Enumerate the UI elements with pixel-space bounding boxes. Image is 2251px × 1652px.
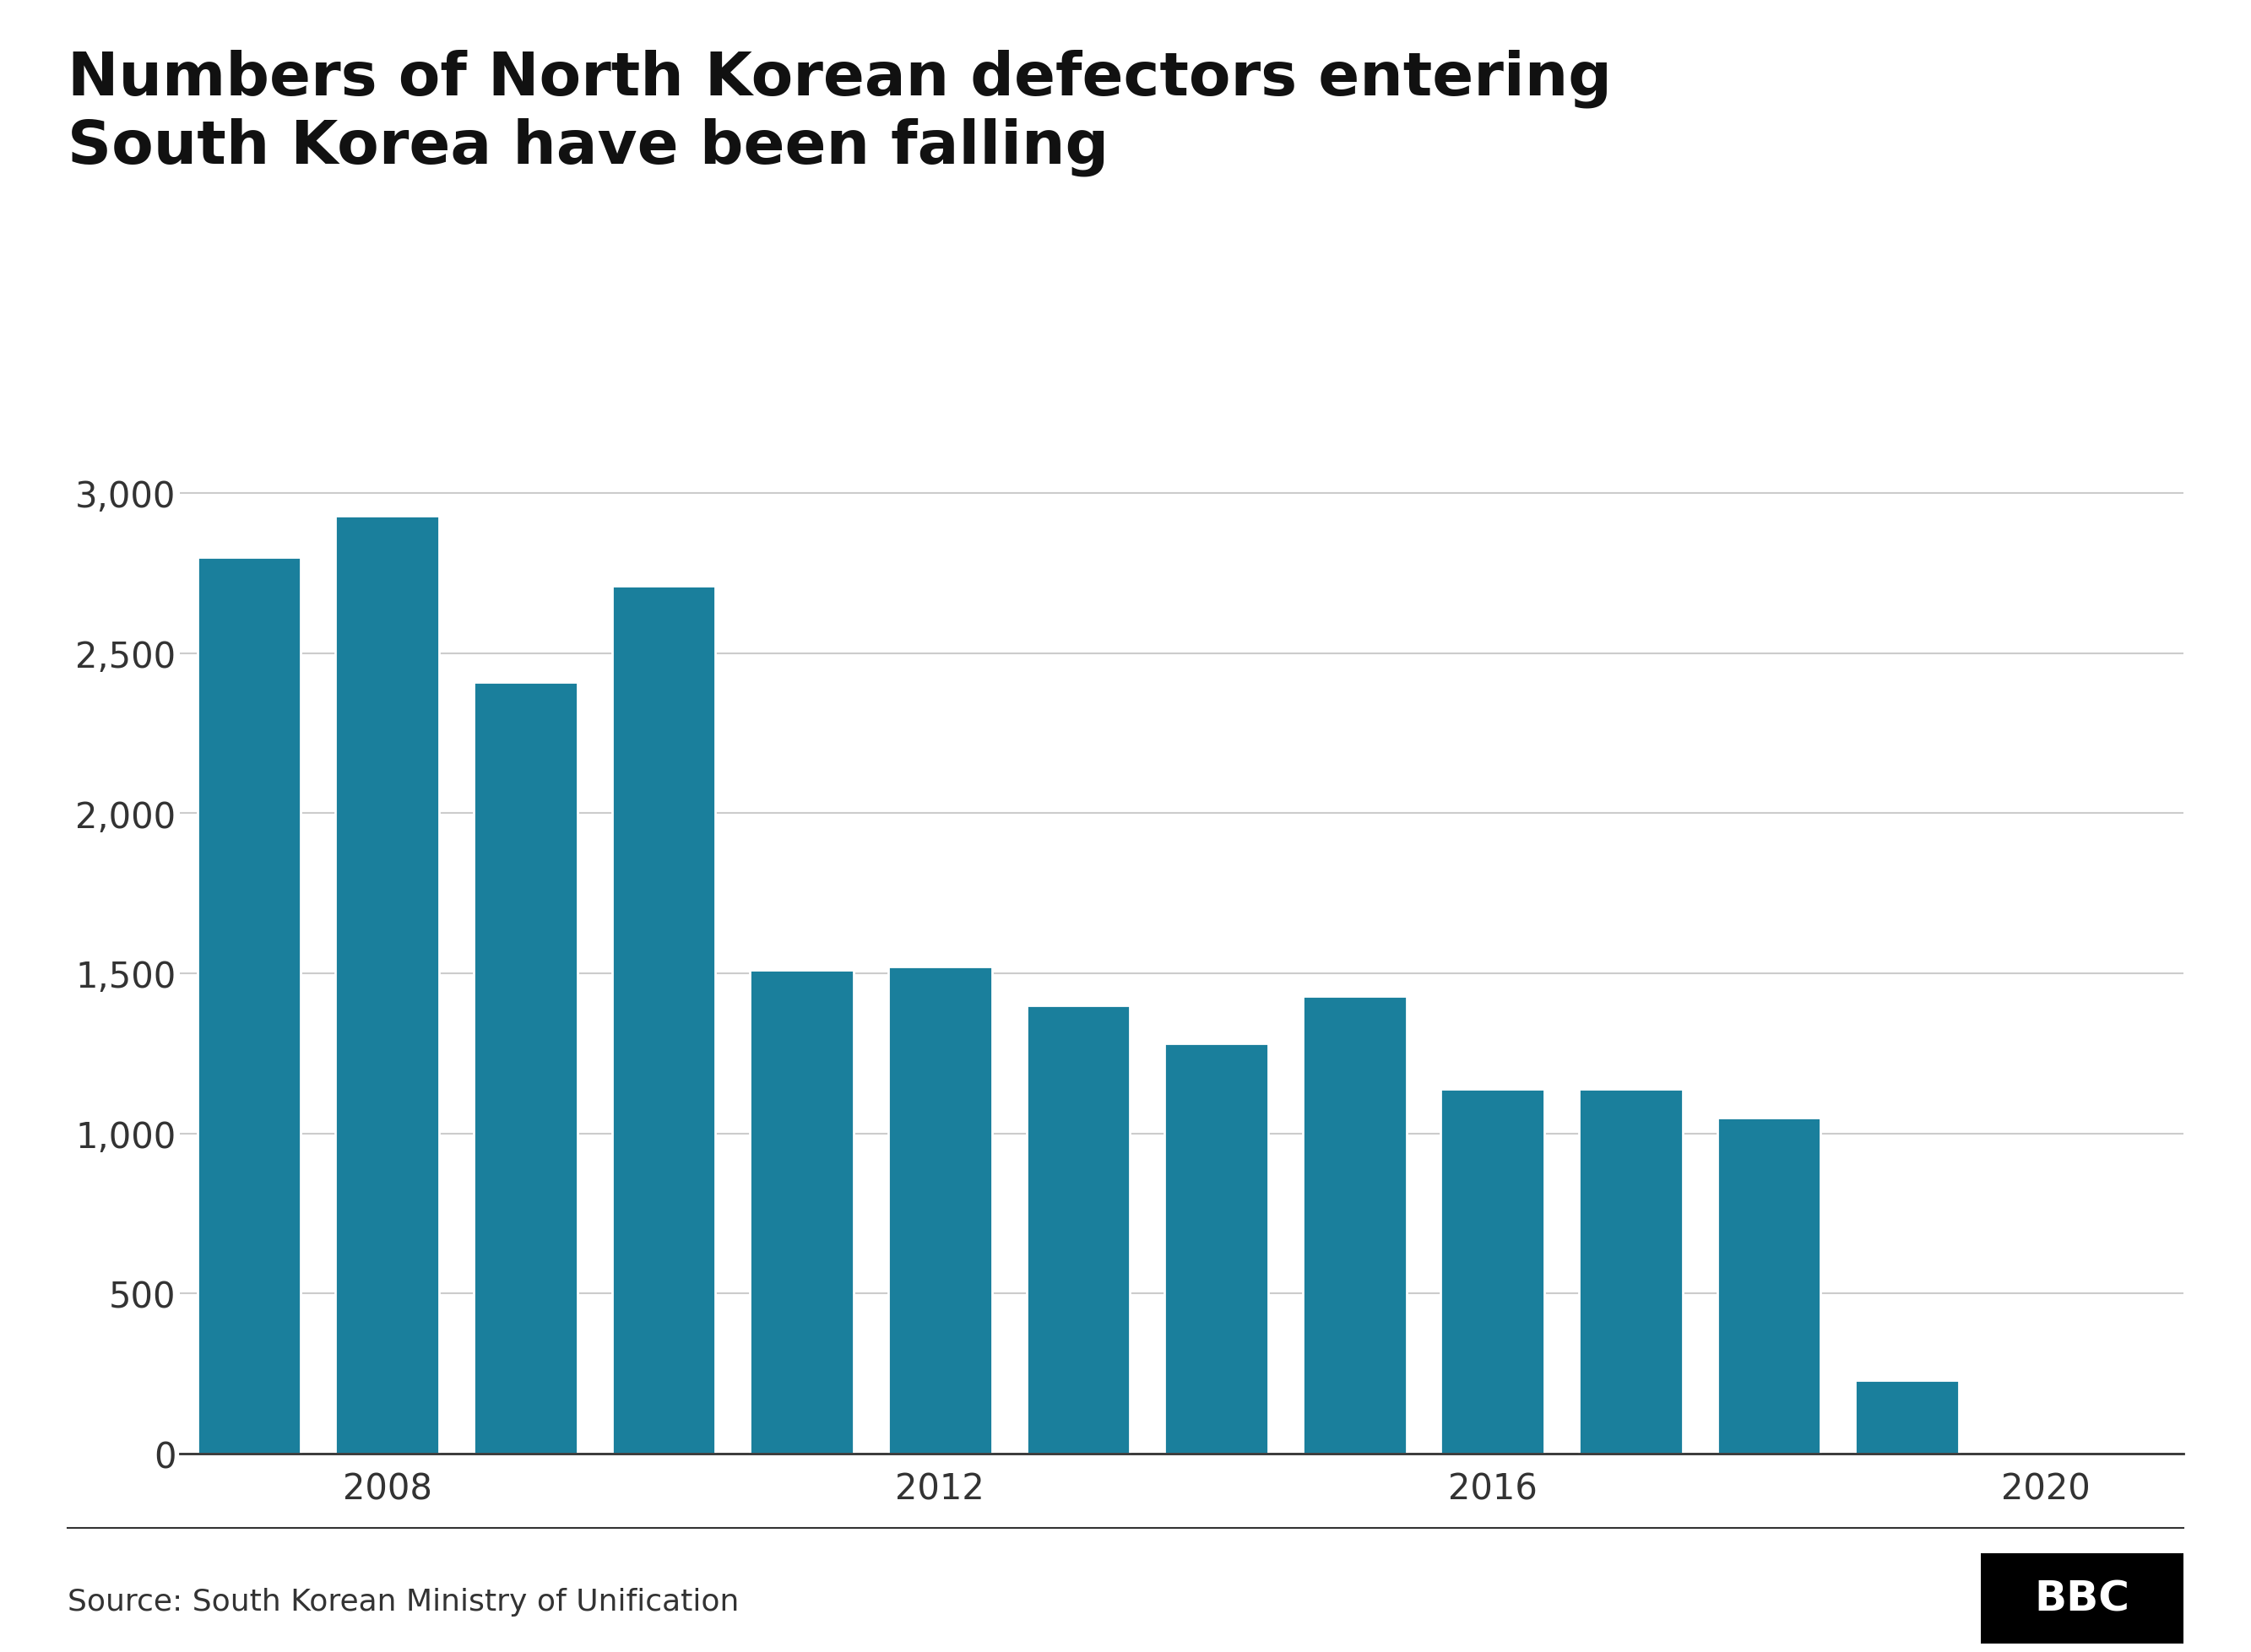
Text: Source: South Korean Ministry of Unification: Source: South Korean Ministry of Unifica… [68, 1588, 738, 1616]
Text: BBC: BBC [2035, 1578, 2129, 1619]
Bar [1026, 1006, 1130, 1454]
Bar [612, 586, 716, 1454]
Bar [1303, 996, 1407, 1454]
Bar [473, 682, 576, 1454]
Bar [335, 515, 439, 1454]
Bar [1164, 1044, 1267, 1454]
Bar [889, 968, 993, 1454]
Text: Numbers of North Korean defectors entering
South Korea have been falling: Numbers of North Korean defectors enteri… [68, 50, 1612, 177]
Bar [1855, 1379, 1958, 1454]
Bar [1718, 1118, 1821, 1454]
Bar [198, 558, 302, 1454]
Bar [1441, 1089, 1544, 1454]
Bar [750, 970, 853, 1454]
Bar [1578, 1089, 1684, 1454]
